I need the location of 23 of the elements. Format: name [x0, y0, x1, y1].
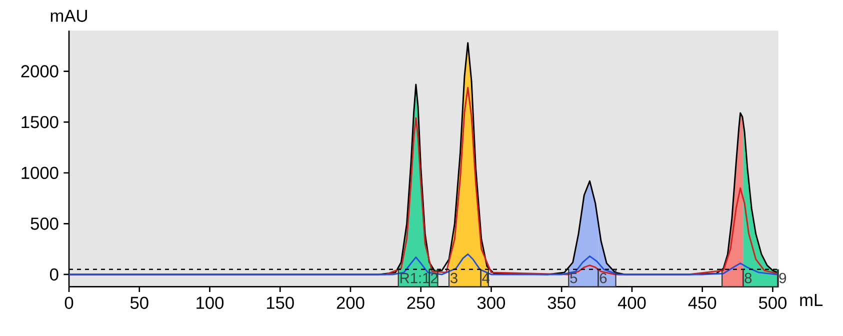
y-tick-label: 500 — [30, 218, 58, 230]
y-tick-label: 1000 — [22, 166, 58, 180]
y-tick-label: 0 — [50, 268, 58, 281]
x-tick-label: 0 — [64, 296, 74, 309]
x-axis-title: mL — [800, 294, 823, 306]
x-tick-label: 350 — [548, 296, 576, 309]
y-axis-title: mAU — [50, 10, 87, 22]
band-label: 5 — [570, 272, 578, 284]
x-tick-label: 500 — [758, 296, 786, 309]
band-label: 8 — [744, 272, 752, 284]
band-label: 3 — [450, 272, 458, 284]
x-tick-label: 250 — [407, 296, 435, 309]
x-tick-label: 150 — [266, 296, 294, 309]
band-label: 6 — [600, 272, 607, 284]
x-tick-label: 200 — [336, 296, 364, 309]
y-tick-label: 2000 — [21, 65, 58, 78]
band-label: 9 — [779, 272, 786, 284]
x-tick-label: 450 — [688, 296, 716, 309]
x-tick-label: 400 — [618, 296, 646, 309]
y-tick-label: 1500 — [22, 116, 58, 128]
x-tick-label: 300 — [477, 296, 506, 309]
x-tick-label: 100 — [196, 296, 224, 309]
x-tick-label: 50 — [130, 296, 148, 309]
